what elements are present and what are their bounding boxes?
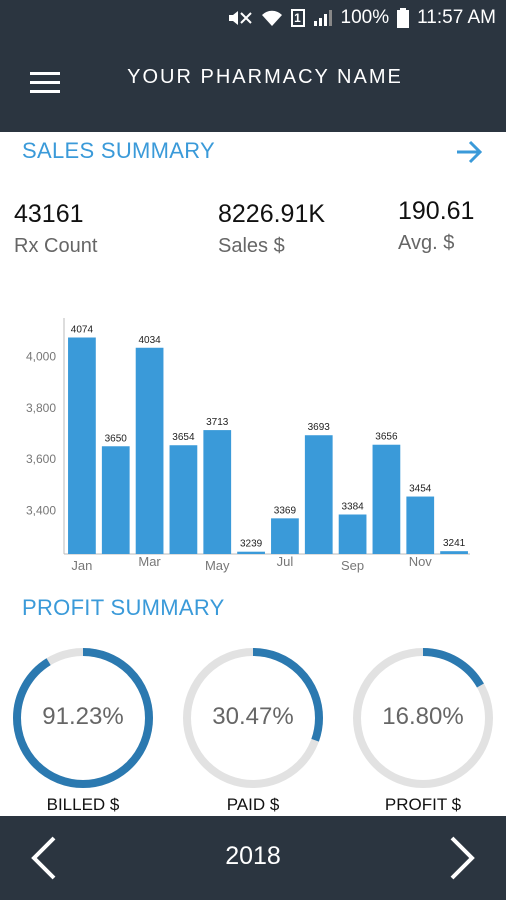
gauge-percent: 16.80% [382,703,464,730]
profit-summary-title: PROFIT SUMMARY [22,595,225,620]
bar[interactable] [304,435,333,554]
sales-bar-chart: 3,400 3,600 3,800 4,000 4074 Jan 3650 4034 Mar 36… [26,318,470,573]
gauge-billed: 91.23% BILLED $ [10,645,156,815]
gauge-percent: 30.47% [212,703,294,730]
kpi-value: 190.61 [398,197,475,225]
x-tick-label: Jan [71,558,92,573]
bar[interactable] [101,446,130,554]
gauge-label: PAID $ [226,795,280,814]
year-navigation-bar: 2018 [0,816,506,900]
bar-value-label: 3369 [274,505,297,516]
selected-year: 2018 [225,842,281,870]
bar-value-label: 3239 [240,539,263,550]
bar-value-label: 3713 [206,417,229,428]
bar-value-label: 3384 [341,501,364,512]
gauge-ring [13,648,153,788]
gauge-label: BILLED $ [46,795,120,814]
bar[interactable] [271,518,299,554]
kpi-value: 43161 [14,200,84,228]
signal-icon [313,9,333,27]
bar[interactable] [68,337,96,554]
bar-value-label: 3656 [375,432,398,443]
kpi-label: Rx Count [14,235,98,257]
bar-value-label: 4074 [71,324,94,335]
kpi-sales: 8226.91K Sales $ [218,200,325,258]
bar-value-label: 3454 [409,484,432,495]
app-title: YOUR PHARMACY NAME [127,66,403,88]
y-tick-label: 4,000 [26,349,56,363]
gauge-progress-arc [183,648,323,788]
gauge-progress-arc [353,648,493,788]
bar[interactable] [237,551,265,554]
gauge-percent: 91.23% [42,703,124,730]
kpi-rx-count: 43161 Rx Count [14,200,97,258]
x-tick-label: Nov [409,554,433,569]
bar[interactable] [440,551,468,554]
y-tick-label: 3,400 [26,503,56,517]
kpi-label: Sales $ [218,235,285,257]
battery-icon [397,8,410,28]
x-tick-label: Jul [277,554,294,569]
arrow-right-icon[interactable] [454,138,484,166]
chevron-left-icon[interactable] [26,834,62,882]
sales-summary-title: SALES SUMMARY [22,138,215,163]
gauge-label: PROFIT $ [384,795,462,814]
battery-percent: 100% [340,7,390,28]
gauge-ring [183,648,323,788]
x-tick-label: Sep [341,558,364,573]
bar-value-label: 3241 [443,538,466,549]
y-tick-label: 3,800 [26,401,56,415]
kpi-value: 8226.91K [218,200,326,228]
gauge-paid: 30.47% PAID $ [180,645,326,815]
hamburger-menu-icon[interactable] [30,72,62,94]
bar[interactable] [135,347,164,554]
y-tick-label: 3,600 [26,452,56,466]
bar-value-label: 3654 [172,432,195,443]
bar-value-label: 3650 [105,433,128,444]
mute-icon [227,9,253,27]
bar[interactable] [372,444,401,554]
kpi-label: Avg. $ [398,232,455,254]
bar[interactable] [338,514,367,554]
bar-value-label: 4034 [138,335,161,346]
wifi-icon [261,9,283,27]
bar[interactable] [406,496,435,554]
app-bar: YOUR PHARMACY NAME [0,36,506,132]
kpi-avg: 190.61 Avg. $ [398,197,474,255]
bar[interactable] [203,430,232,554]
gauge-ring [353,648,493,788]
gauge-progress-arc [13,648,153,788]
chevron-right-icon[interactable] [444,834,480,882]
bar[interactable] [169,445,198,554]
sim-icon: 1 [290,9,305,27]
gauge-profit: 16.80% PROFIT $ [350,645,496,815]
clock: 11:57 AM [417,7,496,28]
status-bar: 1 100% 11:57 AM [0,0,506,36]
x-tick-label: Mar [138,554,161,569]
bar-value-label: 3693 [308,422,331,433]
x-tick-label: May [205,558,230,573]
